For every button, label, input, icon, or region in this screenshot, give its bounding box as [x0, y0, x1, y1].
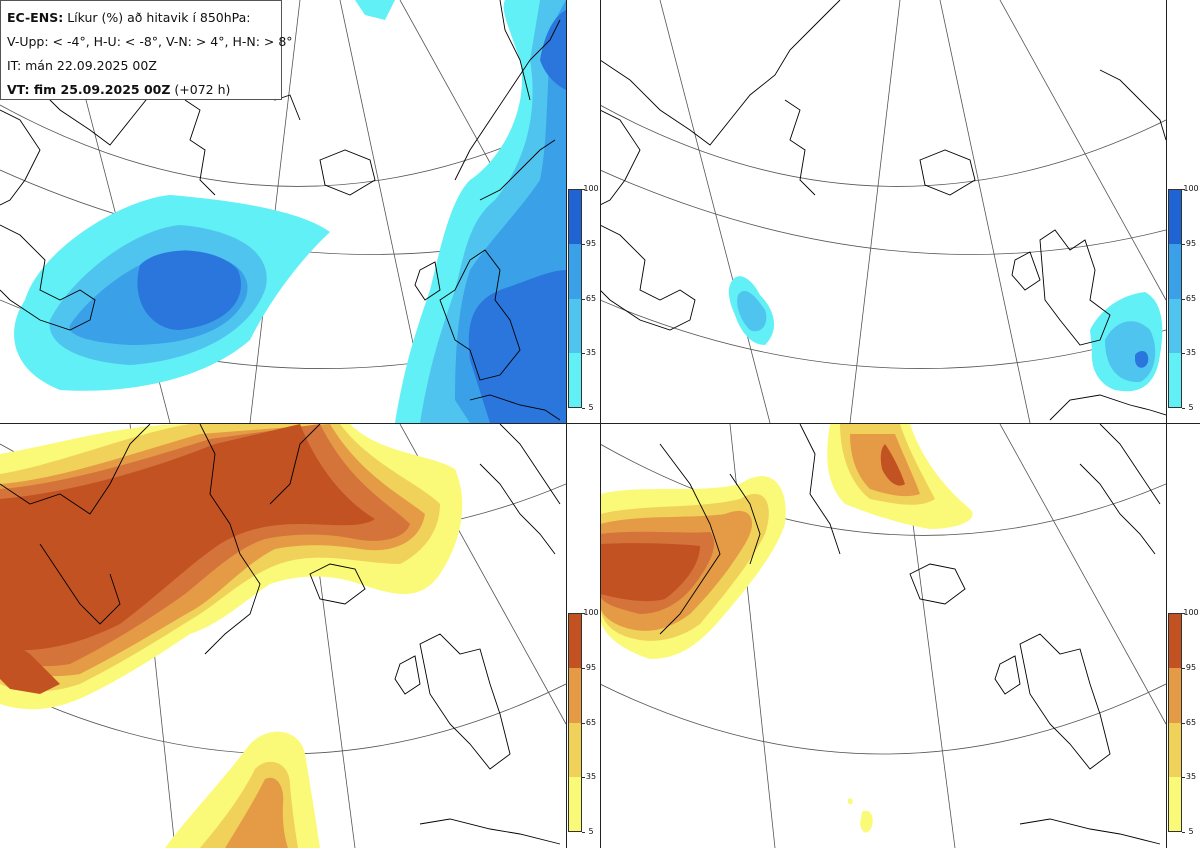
map-v-upp [0, 0, 566, 423]
map-panel-h-n[interactable] [600, 424, 1166, 848]
colorbar-tick-label: 35 [1185, 348, 1197, 358]
colorbar-tick-mark [582, 189, 585, 190]
colorbar-tick-label: 95 [585, 662, 597, 672]
colorbar-tick-label: 100 [1183, 184, 1199, 193]
colorbar-tick-mark [1182, 722, 1185, 724]
graticule [600, 0, 1166, 423]
legend-valid-time: VT: fim 25.09.2025 00Z [7, 82, 171, 97]
colorbar-tick-label: 100 [583, 184, 599, 193]
colorbar-top-left: 100 95 65 35 5 [568, 185, 599, 412]
colorbar-tick-mark [582, 298, 585, 300]
colorbar-bottom-left: 100 95 65 35 5 [568, 609, 599, 836]
colorbar-tick-mark [582, 408, 585, 409]
probability-field [600, 424, 973, 833]
legend-line-1: EC-ENS: Líkur (%) að hitavik í 850hPa: [7, 6, 275, 30]
colorbar-tick-mark [582, 613, 585, 614]
colorbar-tick-mark [582, 667, 585, 669]
colorbar-tick-label: 95 [1185, 238, 1197, 248]
map-panel-v-n[interactable] [0, 424, 566, 848]
colorbar-tick-label: 5 [1188, 403, 1194, 412]
legend-lead-time: (+072 h) [174, 82, 231, 97]
colorbar-frame [1168, 613, 1182, 832]
divider-vertical-edge [1166, 0, 1167, 848]
probability-field [728, 276, 1163, 392]
colorbar-tick-mark [1182, 613, 1185, 614]
colorbar-tick-mark [1182, 777, 1185, 779]
probability-field-west [14, 195, 330, 391]
colorbar-tick-label: 5 [588, 403, 594, 412]
legend-description: Líkur (%) að hitavik í 850hPa: [67, 10, 251, 25]
colorbar-tick-label: 35 [585, 772, 597, 782]
colorbar-tick-mark [1182, 189, 1185, 190]
colorbar-tick-mark [1182, 298, 1185, 300]
legend-line-2: V-Upp: < -4°, H-U: < -8°, V-N: > 4°, H-N… [7, 34, 293, 49]
colorbar-bottom-right: 100 95 65 35 5 [1168, 609, 1199, 836]
colorbar-tick-label: 95 [1185, 662, 1197, 672]
colorbar-tick-mark [1182, 408, 1185, 409]
colorbar-tick-label: 35 [1185, 772, 1197, 782]
map-panel-v-upp[interactable] [0, 0, 566, 423]
coastlines [659, 424, 1161, 845]
colorbar-tick-label: 95 [585, 238, 597, 248]
divider-vertical-left [566, 0, 567, 848]
colorbar-tick-mark [582, 353, 585, 355]
colorbar-tick-mark [582, 832, 585, 833]
legend-line-3: IT: mán 22.09.2025 00Z [7, 58, 157, 73]
map-h-u [600, 0, 1166, 423]
colorbar-frame [1168, 189, 1182, 408]
colorbar-tick-mark [582, 722, 585, 724]
colorbar-tick-label: 100 [583, 608, 599, 617]
colorbar-tick-mark [1182, 243, 1185, 245]
colorbar-tick-label: 5 [1188, 827, 1194, 836]
colorbar-tick-label: 65 [585, 293, 597, 303]
colorbar-tick-label: 100 [1183, 608, 1199, 617]
colorbar-tick-mark [1182, 832, 1185, 833]
colorbar-tick-label: 65 [1185, 293, 1197, 303]
map-h-n [600, 424, 1166, 848]
colorbar-frame [568, 189, 582, 408]
colorbar-tick-label: 5 [588, 827, 594, 836]
probability-field [0, 424, 463, 848]
coastlines [0, 424, 561, 845]
colorbar-tick-label: 65 [1185, 717, 1197, 727]
legend-model-name: EC-ENS: [7, 10, 64, 25]
colorbar-frame [568, 613, 582, 832]
colorbar-top-right: 100 95 65 35 5 [1168, 185, 1199, 412]
colorbar-tick-mark [582, 243, 585, 245]
legend-box: EC-ENS: Líkur (%) að hitavik í 850hPa: V… [0, 0, 293, 102]
colorbar-tick-mark [1182, 667, 1185, 669]
coastlines [600, 0, 1166, 421]
legend-line-4: VT: fim 25.09.2025 00Z (+072 h) [7, 78, 275, 102]
divider-vertical-right [600, 0, 601, 848]
map-v-n [0, 424, 566, 848]
colorbar-tick-label: 65 [585, 717, 597, 727]
map-panel-h-u[interactable] [600, 0, 1166, 423]
colorbar-tick-mark [1182, 353, 1185, 355]
colorbar-tick-mark [582, 777, 585, 779]
colorbar-tick-label: 35 [585, 348, 597, 358]
probability-field-east [355, 0, 566, 423]
